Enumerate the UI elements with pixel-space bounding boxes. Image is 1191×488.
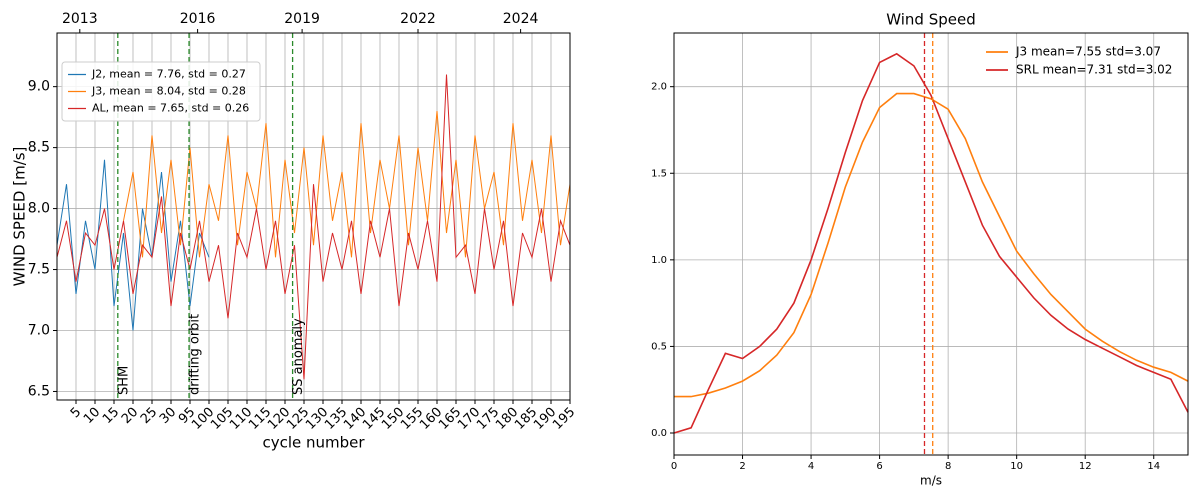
vline-label: drifting orbit	[188, 314, 203, 395]
x-tick-label: 5	[68, 405, 84, 421]
y-tick-label: 1.5	[651, 168, 667, 179]
legend-box	[61, 61, 261, 122]
legend-label: AL, mean = 7.65, std = 0.26	[92, 102, 249, 115]
x2-tick-label: 2019	[284, 11, 320, 27]
plot-frame	[673, 32, 1189, 456]
series-line	[673, 52, 1189, 434]
series-line	[674, 92, 1189, 398]
y-tick-label: 8.0	[28, 201, 50, 217]
x-tick-label: 4	[808, 461, 814, 472]
x-tick-label: 14	[1147, 461, 1160, 472]
chart-title: Wind Speed	[886, 11, 976, 29]
x-tick-label: 2	[739, 461, 745, 472]
series-line	[56, 74, 571, 380]
series-line	[123, 110, 571, 258]
x-tick-label: 0	[671, 461, 677, 472]
x-tick-label: 10	[1010, 461, 1023, 472]
series-line	[56, 159, 210, 331]
y-tick-label: 7.5	[28, 262, 50, 278]
legend-label: J3, mean = 8.04, std = 0.28	[91, 85, 246, 98]
vline-label: SHM	[116, 366, 131, 395]
x-tick-label: 6	[876, 461, 882, 472]
y-tick-label: 9.0	[28, 79, 50, 95]
x2-tick-label: 2016	[180, 11, 216, 27]
x2-tick-label: 2022	[400, 11, 436, 27]
legend-label: J2, mean = 7.76, std = 0.27	[91, 68, 246, 81]
y-tick-label: 1.0	[651, 255, 667, 266]
vline-label: SS anomaly	[291, 318, 306, 395]
x2-tick-label: 2024	[503, 11, 539, 27]
y-tick-label: 0.0	[651, 428, 667, 439]
y-axis-label: WIND SPEED [m/s]	[11, 147, 29, 287]
legend-label: SRL mean=7.31 std=3.02	[1016, 63, 1172, 77]
x-tick-label: 195	[550, 405, 578, 433]
x-axis-label: m/s	[920, 474, 942, 488]
legend-label: J3 mean=7.55 std=3.07	[1015, 45, 1161, 59]
y-tick-label: 8.5	[28, 140, 50, 156]
y-tick-label: 7.0	[28, 323, 50, 339]
x-tick-label: 12	[1079, 461, 1092, 472]
y-tick-label: 0.5	[651, 341, 667, 352]
plot-frame	[56, 32, 571, 401]
x-axis-label: cycle number	[262, 434, 365, 452]
y-tick-label: 6.5	[28, 383, 50, 399]
x-tick-label: 8	[945, 461, 951, 472]
y-tick-label: 2.0	[651, 82, 667, 93]
x2-tick-label: 2013	[62, 11, 98, 27]
